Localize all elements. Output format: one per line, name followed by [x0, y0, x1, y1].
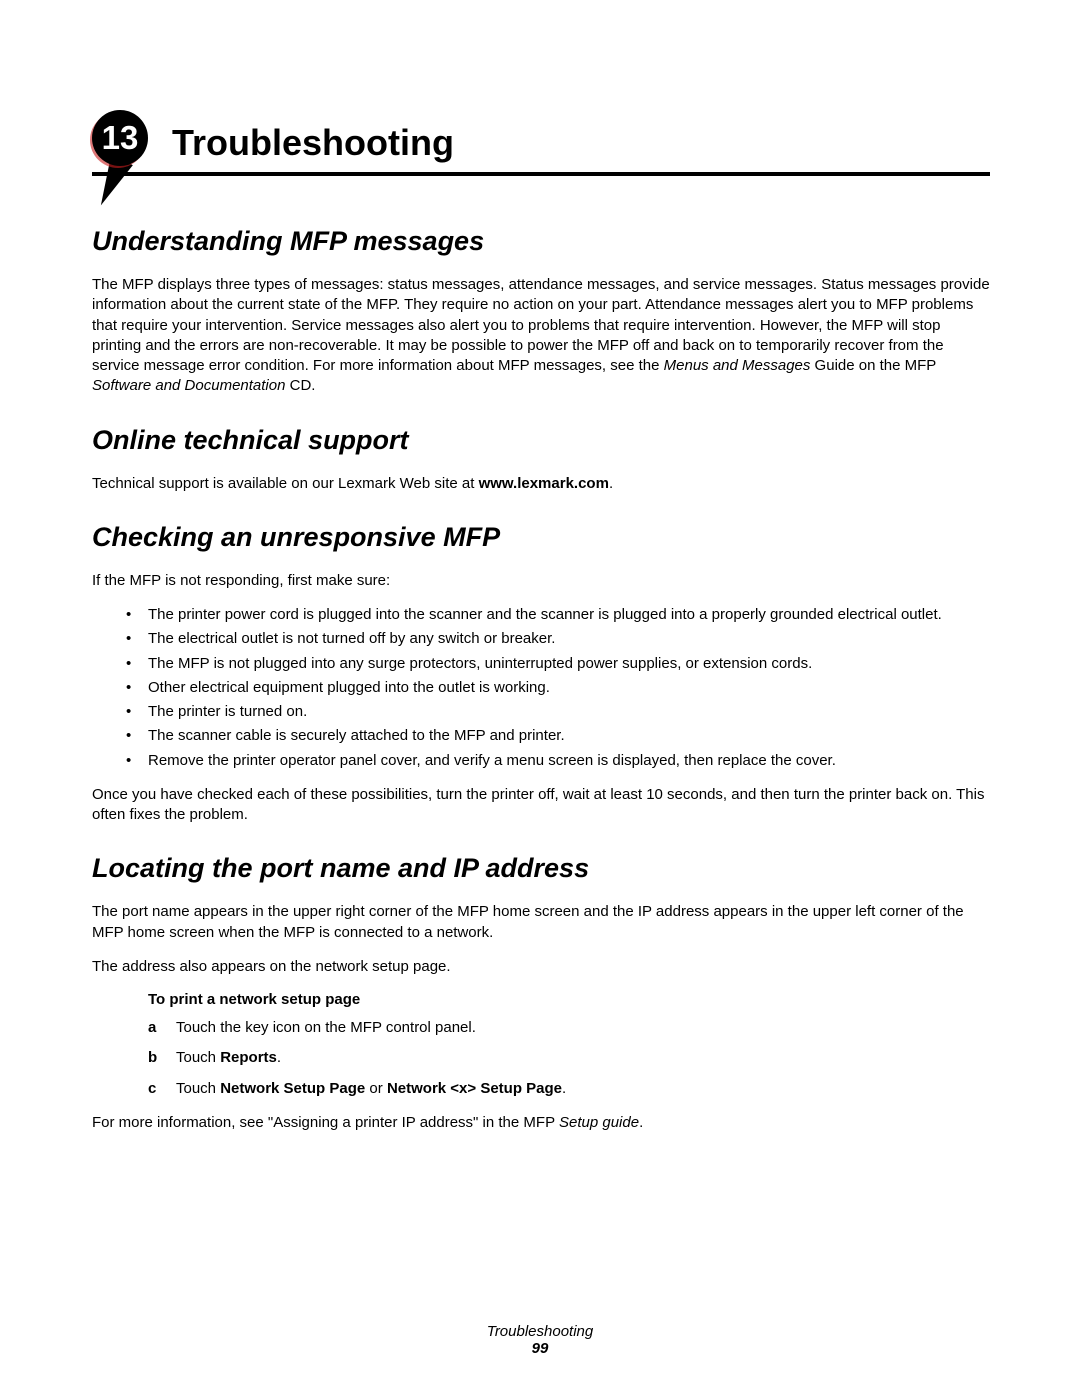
step-text: Touch Reports. [176, 1048, 281, 1068]
text-span: For more information, see "Assigning a p… [92, 1114, 559, 1131]
checking-bullet-list: The printer power cord is plugged into t… [92, 605, 990, 771]
text-bold: Network Setup Page [220, 1080, 365, 1097]
list-item-a: a Touch the key icon on the MFP control … [148, 1018, 990, 1038]
list-item: The printer power cord is plugged into t… [148, 605, 990, 625]
locating-p2: The address also appears on the network … [92, 957, 990, 977]
section-heading-checking: Checking an unresponsive MFP [92, 522, 990, 553]
text-bold-url: www.lexmark.com [479, 475, 609, 492]
document-page: 13 Troubleshooting Understanding MFP mes… [0, 0, 1080, 1187]
checking-outro: Once you have checked each of these poss… [92, 785, 990, 826]
list-item-b: b Touch Reports. [148, 1048, 990, 1068]
text-italic: Software and Documentation [92, 377, 285, 394]
section-heading-understanding: Understanding MFP messages [92, 226, 990, 257]
chapter-number: 13 [102, 119, 139, 157]
online-body: Technical support is available on our Le… [92, 474, 990, 494]
chapter-header: 13 Troubleshooting [92, 110, 990, 176]
text-italic: Menus and Messages [664, 357, 811, 374]
text-span: . [609, 475, 613, 492]
step-marker: a [148, 1018, 176, 1038]
section-heading-locating: Locating the port name and IP address [92, 853, 990, 884]
locating-p1: The port name appears in the upper right… [92, 902, 990, 943]
text-span: or [365, 1080, 387, 1097]
list-item: The scanner cable is securely attached t… [148, 726, 990, 746]
text-span: CD. [285, 377, 315, 394]
understanding-body: The MFP displays three types of messages… [92, 275, 990, 397]
chapter-badge: 13 [92, 110, 148, 166]
text-bold: Network <x> Setup Page [387, 1080, 562, 1097]
footer-page-number: 99 [0, 1340, 1080, 1357]
step-text: Touch Network Setup Page or Network <x> … [176, 1079, 566, 1099]
text-span: Guide on the MFP [810, 357, 936, 374]
chapter-title: Troubleshooting [92, 110, 990, 176]
checking-intro: If the MFP is not responding, first make… [92, 571, 990, 591]
text-span: Technical support is available on our Le… [92, 475, 479, 492]
network-setup-block: To print a network setup page a Touch th… [92, 991, 990, 1099]
text-span: . [277, 1049, 281, 1066]
letter-list: a Touch the key icon on the MFP control … [148, 1018, 990, 1099]
list-item: Other electrical equipment plugged into … [148, 678, 990, 698]
text-span: Touch [176, 1049, 220, 1066]
badge-circle: 13 [92, 110, 148, 166]
footer-title: Troubleshooting [0, 1323, 1080, 1340]
text-span: Touch [176, 1080, 220, 1097]
list-item: The MFP is not plugged into any surge pr… [148, 654, 990, 674]
locating-outro: For more information, see "Assigning a p… [92, 1113, 990, 1133]
list-item: The printer is turned on. [148, 702, 990, 722]
step-marker: c [148, 1079, 176, 1099]
text-span: . [639, 1114, 643, 1131]
step-text: Touch the key icon on the MFP control pa… [176, 1018, 476, 1038]
text-italic: Setup guide [559, 1114, 639, 1131]
list-item: Remove the printer operator panel cover,… [148, 751, 990, 771]
sub-heading-print-setup: To print a network setup page [148, 991, 990, 1008]
list-item: The electrical outlet is not turned off … [148, 629, 990, 649]
text-span: . [562, 1080, 566, 1097]
text-bold: Reports [220, 1049, 277, 1066]
page-footer: Troubleshooting 99 [0, 1323, 1080, 1357]
list-item-c: c Touch Network Setup Page or Network <x… [148, 1079, 990, 1099]
step-marker: b [148, 1048, 176, 1068]
section-heading-online: Online technical support [92, 425, 990, 456]
